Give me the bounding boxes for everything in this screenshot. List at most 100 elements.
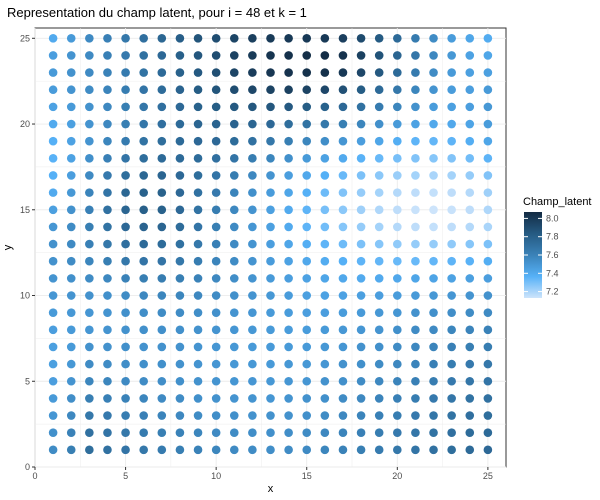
data-point	[157, 325, 167, 335]
data-point	[211, 188, 221, 197]
data-point	[320, 68, 330, 77]
data-point	[175, 239, 185, 249]
legend-tick-label: 7.6	[546, 250, 559, 260]
data-point	[85, 394, 94, 403]
data-point	[248, 376, 257, 386]
data-point	[411, 68, 420, 77]
data-point	[175, 308, 185, 317]
data-point	[211, 428, 221, 438]
data-point	[320, 376, 330, 386]
data-point	[338, 359, 348, 369]
data-point	[248, 222, 257, 232]
data-point	[374, 274, 384, 283]
data-point	[447, 222, 456, 232]
legend-tick-label: 8.0	[546, 213, 559, 223]
data-point	[266, 136, 275, 146]
data-point	[429, 239, 438, 249]
data-point	[465, 359, 475, 369]
data-point	[175, 325, 185, 335]
data-point	[157, 171, 167, 180]
data-point	[429, 359, 438, 369]
data-point	[157, 205, 167, 215]
data-point	[429, 308, 438, 317]
data-point	[157, 102, 167, 112]
data-point	[248, 342, 257, 352]
data-point	[266, 359, 275, 369]
data-point	[103, 85, 112, 95]
data-point	[193, 85, 203, 95]
data-point	[175, 119, 185, 129]
data-point	[266, 85, 275, 95]
data-point	[465, 188, 475, 197]
data-point	[483, 33, 493, 43]
data-point	[356, 411, 366, 420]
data-point	[447, 342, 456, 352]
data-point	[157, 359, 167, 369]
data-point	[465, 154, 475, 163]
data-point	[266, 188, 275, 197]
data-point	[411, 359, 420, 369]
data-point	[66, 274, 76, 283]
data-point	[175, 376, 185, 386]
data-point	[157, 274, 167, 283]
data-point	[229, 342, 239, 352]
data-point	[85, 119, 94, 129]
data-point	[157, 411, 167, 420]
data-point	[139, 445, 148, 455]
data-point	[393, 291, 402, 300]
data-point	[266, 342, 275, 352]
data-point	[429, 428, 438, 438]
data-point	[211, 51, 221, 60]
data-point	[411, 51, 420, 60]
data-point	[121, 51, 130, 60]
data-point	[103, 394, 112, 403]
data-point	[411, 256, 420, 266]
data-point	[66, 85, 76, 95]
data-point	[284, 342, 293, 352]
data-point	[193, 154, 203, 163]
data-point	[229, 188, 239, 197]
data-point	[374, 33, 384, 43]
data-point	[103, 411, 112, 420]
data-point	[66, 171, 76, 180]
data-point	[284, 222, 293, 232]
data-point	[374, 239, 384, 249]
data-point	[465, 68, 475, 77]
data-point	[374, 376, 384, 386]
data-point	[139, 376, 148, 386]
data-point	[284, 51, 293, 60]
data-point	[85, 136, 94, 146]
data-point	[411, 376, 420, 386]
data-point	[157, 239, 167, 249]
data-point	[139, 359, 148, 369]
data-point	[248, 256, 257, 266]
data-point	[393, 342, 402, 352]
data-point	[465, 33, 475, 43]
data-point	[374, 222, 384, 232]
data-point	[320, 136, 330, 146]
data-point	[175, 291, 185, 300]
data-point	[302, 445, 312, 455]
data-point	[284, 102, 293, 112]
data-point	[447, 376, 456, 386]
data-point	[302, 154, 312, 163]
data-point	[211, 291, 221, 300]
data-point	[157, 85, 167, 95]
data-point	[374, 256, 384, 266]
data-point	[66, 51, 76, 60]
data-point	[103, 171, 112, 180]
data-point	[248, 428, 257, 438]
data-point	[103, 428, 112, 438]
data-point	[248, 239, 257, 249]
data-point	[447, 308, 456, 317]
data-point	[66, 376, 76, 386]
data-point	[139, 102, 148, 112]
data-point	[103, 342, 112, 352]
data-point	[284, 239, 293, 249]
data-point	[175, 359, 185, 369]
data-point	[338, 85, 348, 95]
data-point	[229, 85, 239, 95]
data-point	[211, 205, 221, 215]
data-point	[103, 359, 112, 369]
